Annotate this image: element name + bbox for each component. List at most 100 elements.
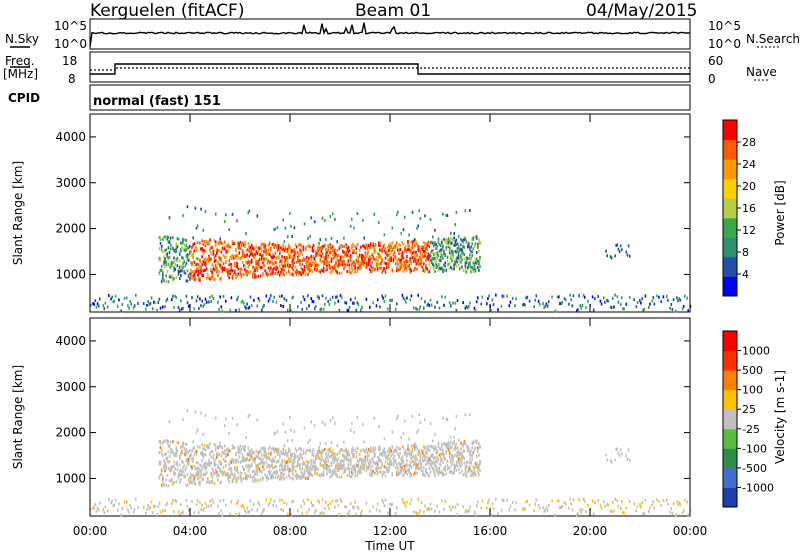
power-cell: [205, 276, 208, 280]
velocity-cell: [300, 448, 302, 452]
power-cell: [112, 300, 115, 304]
power-cell: [334, 217, 336, 221]
power-cell: [194, 206, 197, 210]
velocity-cell: [190, 465, 192, 469]
velocity-cell: [211, 498, 214, 502]
power-cell: [311, 246, 314, 250]
power-cell: [293, 251, 296, 255]
power-cell: [291, 272, 293, 276]
velocity-cell: [322, 473, 325, 477]
velocity-cell: [261, 512, 263, 516]
velocity-cell: [165, 503, 167, 507]
velocity-cell: [181, 511, 183, 515]
velocity-cell: [329, 455, 332, 459]
power-cell: [348, 268, 351, 272]
power-cell: [443, 263, 445, 267]
power-cell: [204, 257, 207, 261]
power-cell: [220, 266, 223, 270]
power-cell: [267, 266, 270, 270]
velocity-cell: [475, 461, 478, 465]
velocity-cell: [311, 474, 314, 478]
velocity-cell: [202, 508, 205, 512]
velocity-cell: [398, 472, 400, 476]
velocity-cell: [237, 450, 239, 454]
velocity-cell: [274, 447, 277, 451]
power-cell: [391, 298, 394, 302]
power-cell: [355, 258, 358, 262]
power-cell: [298, 272, 300, 276]
power-cell: [301, 252, 304, 256]
velocity-cell: [208, 444, 210, 448]
power-cell: [255, 261, 257, 265]
power-cell: [403, 260, 406, 264]
power-cell: [433, 257, 435, 261]
velocity-cell: [373, 450, 376, 454]
velocity-cell: [387, 467, 389, 471]
velocity-cell: [356, 474, 359, 478]
velocity-cell: [551, 499, 553, 503]
power-cell: [221, 246, 224, 250]
velocity-cell: [249, 474, 252, 477]
power-cell: [299, 271, 301, 275]
velocity-cell: [241, 503, 244, 507]
power-cell: [194, 263, 197, 267]
power-cell: [320, 247, 323, 251]
velocity-cell: [245, 474, 247, 478]
velocity-cell: [202, 432, 205, 436]
power-cell: [319, 238, 322, 242]
velocity-cell: [610, 460, 613, 464]
velocity-cell: [340, 459, 343, 463]
velocity-cell: [171, 450, 173, 454]
velocity-cell: [452, 457, 454, 461]
power-cell: [349, 298, 352, 302]
velocity-cell: [174, 467, 176, 471]
velocity-cell: [466, 460, 469, 464]
velocity-cell: [410, 498, 413, 502]
velocity-ylabel: Slant Range [km]: [11, 365, 25, 469]
velocity-cell: [174, 453, 176, 457]
velocity-cell: [285, 461, 288, 465]
power-cell: [411, 242, 414, 246]
power-cell: [362, 259, 364, 263]
power-cell: [295, 260, 298, 264]
velocity-cell: [363, 440, 365, 444]
velocity-cell: [411, 446, 414, 450]
velocity-cell: [382, 470, 385, 474]
power-cell: [247, 270, 250, 274]
power-cell: [533, 305, 535, 309]
velocity-cell: [506, 498, 508, 502]
velocity-cell: [319, 442, 322, 446]
power-cell: [396, 266, 398, 270]
velocity-cell: [229, 466, 232, 470]
power-cell: [158, 297, 161, 301]
power-cell: [394, 262, 397, 266]
power-cell: [196, 241, 199, 245]
velocity-cell: [265, 460, 268, 464]
velocity-cell: [470, 469, 472, 473]
power-cell: [201, 274, 203, 278]
power-cell: [311, 270, 314, 274]
velocity-cell: [241, 465, 244, 468]
power-cell: [99, 297, 101, 301]
velocity-cell: [246, 473, 248, 477]
velocity-cell: [166, 459, 169, 463]
power-cell: [409, 256, 412, 260]
velocity-cell: [417, 428, 419, 432]
power-cell: [572, 294, 575, 298]
power-cell: [419, 305, 422, 309]
power-cell: [445, 245, 448, 249]
power-cell: [212, 267, 215, 271]
power-cell: [253, 255, 255, 259]
velocity-cell: [180, 478, 182, 482]
velocity-cell: [126, 500, 128, 504]
power-cell: [445, 238, 448, 242]
velocity-cell: [594, 501, 596, 505]
velocity-cell: [249, 453, 252, 457]
velocity-cell: [644, 498, 647, 502]
power-cell: [204, 244, 207, 248]
power-cell: [237, 272, 239, 276]
velocity-cell: [462, 455, 464, 459]
velocity-cell: [613, 509, 615, 513]
velocity-cell: [379, 509, 381, 513]
power-cell: [176, 259, 179, 263]
